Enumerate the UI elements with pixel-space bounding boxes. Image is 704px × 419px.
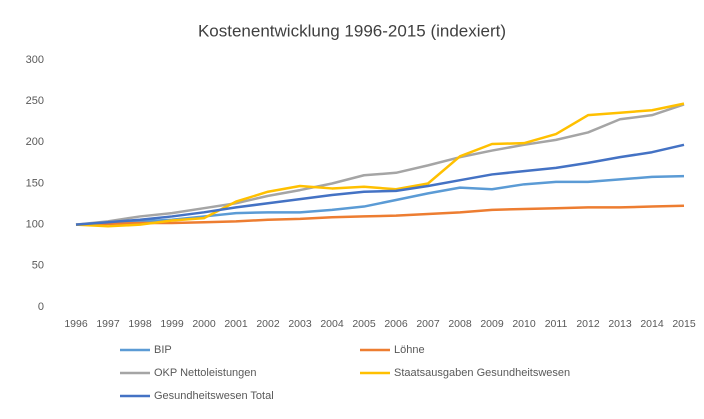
series-line: [75, 102, 685, 228]
y-tick-label: 200: [26, 136, 44, 148]
x-tick-label: 2006: [384, 318, 408, 330]
series-line: [75, 204, 685, 226]
x-tick-label: 2014: [640, 318, 664, 330]
y-tick-label: 100: [26, 219, 44, 231]
legend-label: BIP: [154, 344, 172, 356]
x-tick-label: 2000: [192, 318, 216, 330]
y-tick-label: 150: [26, 177, 44, 189]
x-tick-label: 2004: [320, 318, 344, 330]
y-tick-label: 0: [38, 301, 44, 313]
x-tick-label: 2009: [480, 318, 504, 330]
y-tick-label: 50: [32, 260, 44, 272]
legend-label: Staatsausgaben Gesundheitswesen: [394, 367, 570, 379]
legend-label: Löhne: [394, 344, 425, 356]
x-tick-label: 2003: [288, 318, 312, 330]
chart-title: Kostenentwicklung 1996-2015 (indexiert): [198, 21, 506, 40]
x-tick-label: 1998: [128, 318, 152, 330]
x-tick-label: 1997: [96, 318, 120, 330]
series-line: [75, 103, 685, 226]
x-tick-label: 2012: [576, 318, 600, 330]
x-tick-label: 2002: [256, 318, 280, 330]
x-tick-label: 2013: [608, 318, 632, 330]
x-tick-label: 2005: [352, 318, 376, 330]
y-tick-label: 300: [26, 54, 44, 66]
x-tick-label: 2008: [448, 318, 472, 330]
y-tick-label: 250: [26, 95, 44, 107]
x-tick-label: 1996: [64, 318, 88, 330]
legend-label: Gesundheitswesen Total: [154, 390, 274, 402]
x-tick-label: 2010: [512, 318, 536, 330]
x-tick-label: 1999: [160, 318, 184, 330]
series-line: [75, 143, 685, 226]
legend-label: OKP Nettoleistungen: [154, 367, 257, 379]
x-tick-label: 2007: [416, 318, 440, 330]
x-tick-label: 2001: [224, 318, 248, 330]
x-tick-label: 2011: [545, 318, 568, 330]
x-tick-label: 2015: [672, 318, 696, 330]
